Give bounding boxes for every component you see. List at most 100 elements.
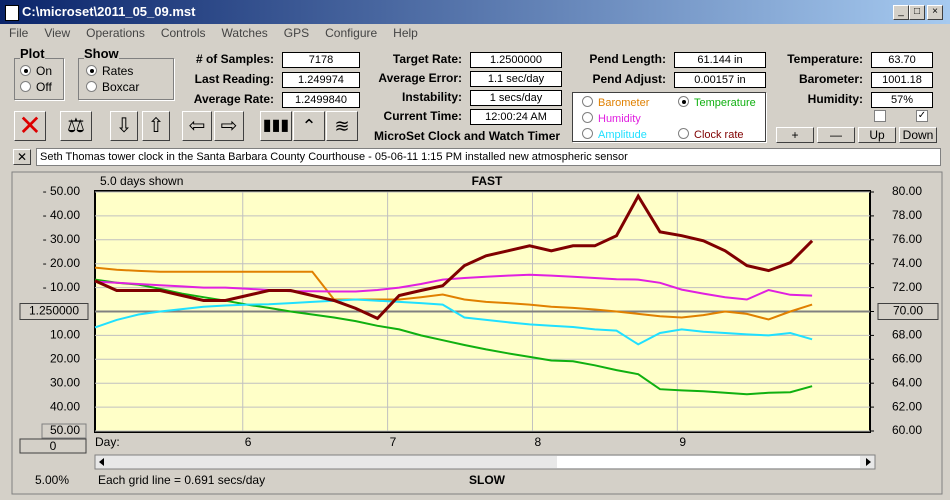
offset: 0 (50, 439, 57, 453)
radio-dot (678, 128, 689, 139)
y-tick-label: 1.250000 (29, 304, 79, 318)
menu-item[interactable]: Watches (221, 26, 268, 40)
adjust-button[interactable]: — (817, 127, 855, 143)
series-name: Humidity (598, 113, 641, 125)
y2-tick-label: 80.00 (892, 184, 922, 198)
option: Rates (102, 64, 134, 78)
title-bar (0, 0, 950, 24)
days-shown: 5.0 days shown (100, 174, 183, 188)
menu-item[interactable]: File (9, 26, 29, 40)
option: On (36, 64, 53, 78)
value-field: 1.1 sec/day (470, 71, 562, 87)
field-label: Instability: (401, 90, 462, 104)
series-radio[interactable]: Humidity (582, 112, 641, 125)
offset-box[interactable] (19, 438, 87, 454)
left-button[interactable]: ⇦ (182, 111, 212, 141)
maximize[interactable]: □ (909, 5, 925, 20)
radio[interactable]: On (20, 64, 52, 78)
value-field: 1.2500000 (470, 52, 562, 68)
y2-tick-label: 60.00 (892, 423, 922, 437)
menu-bar: File View Operations Controls Watches GPS Conf… (0, 24, 425, 42)
y2-tick-label: 70.00 (893, 304, 923, 318)
adjust-button[interactable]: Up (858, 127, 896, 143)
series-name: Clock rate (694, 129, 744, 141)
x-tick-label: 6 (245, 435, 252, 449)
bars-button[interactable]: ▮▮▮ (260, 111, 292, 141)
menu-item[interactable]: Help (393, 26, 418, 40)
note[interactable]: Seth Thomas tower clock in the Santa Bar… (36, 148, 941, 166)
grid-note: Each grid line = 0.691 secs/day (98, 473, 265, 487)
field-label: Humidity: (807, 92, 863, 106)
menu-item[interactable]: Operations (86, 26, 145, 40)
wave-button[interactable]: ≋ (326, 111, 358, 141)
x-label: Day: (95, 435, 120, 449)
y-tick-label: - 50.00 (43, 184, 81, 198)
field-label: Pend Adjust: (592, 72, 666, 86)
x-tick-label: 7 (390, 435, 397, 449)
field-label: Temperature: (787, 52, 863, 66)
value-field: 7178 (282, 52, 360, 68)
clear-note[interactable]: ✕ (13, 149, 31, 165)
field-label: Average Rate: (193, 92, 274, 106)
stop-button[interactable]: ✕ (14, 111, 46, 141)
label-box (41, 423, 87, 439)
value-field: 12:00:24 AM (470, 109, 562, 125)
y2-tick-label: 72.00 (892, 280, 922, 294)
right-button[interactable]: ⇨ (214, 111, 244, 141)
down-button[interactable]: ⇩ (110, 111, 138, 141)
y2-tick-label: 74.00 (892, 256, 922, 270)
y2-tick-label: 68.00 (892, 328, 922, 342)
radio[interactable]: Rates (86, 64, 133, 78)
series-radio[interactable]: Clock rate (678, 128, 744, 141)
minimize[interactable]: _ (893, 5, 909, 20)
value-field: 1 secs/day (470, 90, 562, 106)
field-label: Target Rate: (392, 52, 462, 66)
close[interactable]: × (927, 5, 943, 20)
y2-tick-label: 66.00 (892, 351, 922, 365)
y-tick-label: 50.00 (50, 423, 80, 437)
center-button (877, 303, 939, 320)
radio-dot (678, 96, 689, 107)
app-icon (5, 5, 19, 21)
field-label: Last Reading: (194, 72, 274, 86)
menu-item[interactable]: GPS (283, 26, 310, 40)
line-button[interactable]: ⌃ (293, 111, 325, 141)
menu-item[interactable]: Configure (325, 26, 378, 40)
series-radio[interactable]: Barometer (582, 96, 649, 109)
scroll-thumb[interactable] (557, 456, 860, 468)
x-tick-label: 8 (534, 435, 541, 449)
slow-label: SLOW (469, 473, 506, 487)
balance-button[interactable]: ⚖ (60, 111, 92, 141)
up-button[interactable]: ⇧ (142, 111, 170, 141)
series-line (94, 266, 813, 321)
series-name: Amplitude (598, 129, 647, 141)
field-label: Pend Length: (589, 52, 666, 66)
series-line (94, 193, 814, 321)
menu-item[interactable]: Controls (160, 26, 206, 40)
group-label: Plot (20, 46, 45, 61)
series-line (94, 298, 813, 346)
y-tick-label: 30.00 (50, 375, 80, 389)
radio[interactable]: Off (20, 80, 52, 94)
zoom: 5.00% (35, 473, 69, 487)
series-radio[interactable]: Temperature (678, 96, 756, 109)
adjust-button[interactable]: + (776, 127, 814, 143)
value-field: 1.2499840 (282, 92, 360, 108)
checkbox[interactable]: ✓ (916, 110, 928, 122)
radio[interactable]: Boxcar (86, 80, 139, 94)
field-label: # of Samples: (195, 52, 274, 66)
checkbox[interactable] (874, 110, 886, 122)
field-label: Barometer: (798, 72, 863, 86)
y2-tick-label: 62.00 (892, 399, 922, 413)
series-radio[interactable]: Amplitude (582, 128, 647, 141)
y-tick-label: 20.00 (50, 351, 80, 365)
field-label: Average Error: (378, 71, 462, 85)
adjust-button[interactable]: Down (899, 127, 937, 143)
y2-tick-label: 78.00 (892, 208, 922, 222)
y-tick-label: - 20.00 (43, 256, 81, 270)
menu-item[interactable]: View (44, 26, 71, 40)
radio-dot (582, 128, 593, 139)
field-label: Current Time: (383, 109, 462, 123)
radio-dot (582, 112, 593, 123)
